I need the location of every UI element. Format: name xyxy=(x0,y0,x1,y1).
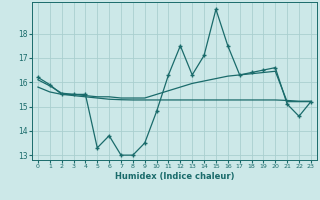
X-axis label: Humidex (Indice chaleur): Humidex (Indice chaleur) xyxy=(115,172,234,181)
